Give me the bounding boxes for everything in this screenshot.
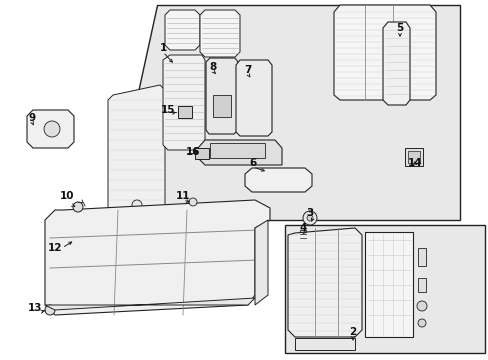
Polygon shape: [164, 10, 200, 50]
Bar: [417, 278, 425, 292]
Text: 3: 3: [306, 208, 313, 218]
Text: 4: 4: [299, 223, 306, 233]
Bar: [364, 232, 412, 337]
Text: 12: 12: [48, 243, 62, 253]
Text: 7: 7: [244, 65, 251, 75]
Circle shape: [306, 215, 312, 221]
Text: 1: 1: [159, 43, 166, 53]
Text: 9: 9: [28, 113, 36, 123]
Polygon shape: [254, 220, 267, 305]
Polygon shape: [45, 200, 269, 315]
Bar: [417, 248, 425, 266]
Polygon shape: [198, 140, 282, 165]
Circle shape: [73, 202, 83, 212]
Text: 8: 8: [209, 62, 216, 72]
Polygon shape: [382, 22, 409, 105]
Circle shape: [45, 305, 55, 315]
Bar: [178, 106, 192, 118]
Text: 5: 5: [396, 23, 403, 33]
Bar: [195, 148, 208, 159]
Circle shape: [416, 301, 426, 311]
Polygon shape: [333, 5, 435, 100]
Polygon shape: [45, 298, 254, 310]
Bar: [285, 225, 484, 353]
Polygon shape: [200, 10, 240, 57]
Circle shape: [44, 121, 60, 137]
Polygon shape: [287, 228, 361, 337]
Polygon shape: [163, 55, 204, 150]
Circle shape: [303, 211, 316, 225]
Bar: [299, 230, 305, 242]
Circle shape: [132, 200, 142, 210]
Polygon shape: [244, 168, 311, 192]
Text: 11: 11: [175, 191, 190, 201]
Bar: [213, 95, 230, 117]
Circle shape: [189, 198, 197, 206]
Text: 2: 2: [348, 327, 356, 337]
Text: 14: 14: [407, 158, 422, 168]
Text: 15: 15: [161, 105, 175, 115]
Polygon shape: [236, 60, 271, 136]
Polygon shape: [205, 58, 238, 134]
Polygon shape: [27, 110, 74, 148]
Text: 10: 10: [60, 191, 74, 201]
Polygon shape: [294, 338, 354, 350]
Text: 16: 16: [185, 147, 200, 157]
Bar: [209, 143, 264, 158]
Text: 13: 13: [28, 303, 42, 313]
Bar: [407, 151, 419, 163]
Polygon shape: [110, 5, 459, 220]
Bar: [404, 148, 422, 166]
Polygon shape: [108, 85, 164, 218]
Circle shape: [417, 319, 425, 327]
Text: 6: 6: [249, 158, 256, 168]
